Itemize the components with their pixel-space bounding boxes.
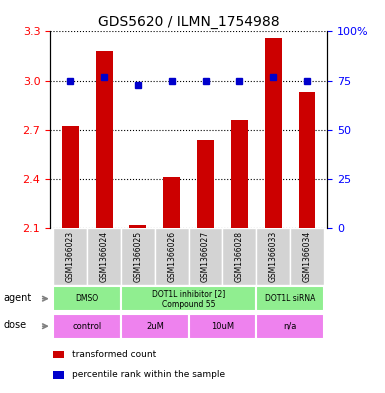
Text: control: control: [73, 322, 102, 331]
Bar: [96, 51, 112, 228]
Bar: [163, 177, 180, 228]
Bar: [231, 120, 248, 228]
Text: GSM1366023: GSM1366023: [66, 231, 75, 282]
Bar: [54, 314, 121, 338]
Text: GSM1366027: GSM1366027: [201, 231, 210, 282]
Bar: [121, 286, 256, 311]
Bar: [54, 228, 87, 285]
Text: dose: dose: [4, 320, 27, 331]
Text: 10uM: 10uM: [211, 322, 234, 331]
Bar: [53, 371, 64, 379]
Title: GDS5620 / ILMN_1754988: GDS5620 / ILMN_1754988: [98, 15, 280, 29]
Bar: [290, 228, 324, 285]
Text: transformed count: transformed count: [72, 350, 156, 359]
Text: percentile rank within the sample: percentile rank within the sample: [72, 371, 225, 379]
Bar: [53, 351, 64, 358]
Text: GSM1366028: GSM1366028: [235, 231, 244, 282]
Bar: [129, 225, 146, 228]
Text: 2uM: 2uM: [146, 322, 164, 331]
Text: DMSO: DMSO: [76, 294, 99, 303]
Bar: [155, 228, 189, 285]
Text: GSM1366026: GSM1366026: [167, 231, 176, 282]
Bar: [256, 228, 290, 285]
Text: GSM1366025: GSM1366025: [134, 231, 142, 282]
Bar: [54, 286, 121, 311]
Bar: [197, 140, 214, 228]
Bar: [256, 314, 324, 338]
Bar: [223, 228, 256, 285]
Text: GSM1366033: GSM1366033: [269, 231, 278, 282]
Bar: [298, 92, 315, 228]
Bar: [256, 286, 324, 311]
Bar: [189, 314, 256, 338]
Bar: [121, 314, 189, 338]
Text: DOT1L siRNA: DOT1L siRNA: [265, 294, 315, 303]
Text: GSM1366034: GSM1366034: [303, 231, 311, 282]
Text: agent: agent: [4, 293, 32, 303]
Text: DOT1L inhibitor [2]
Compound 55: DOT1L inhibitor [2] Compound 55: [152, 288, 225, 309]
Bar: [121, 228, 155, 285]
Text: n/a: n/a: [283, 322, 297, 331]
Bar: [87, 228, 121, 285]
Bar: [265, 38, 281, 228]
Text: GSM1366024: GSM1366024: [100, 231, 109, 282]
Bar: [62, 127, 79, 228]
Bar: [189, 228, 223, 285]
